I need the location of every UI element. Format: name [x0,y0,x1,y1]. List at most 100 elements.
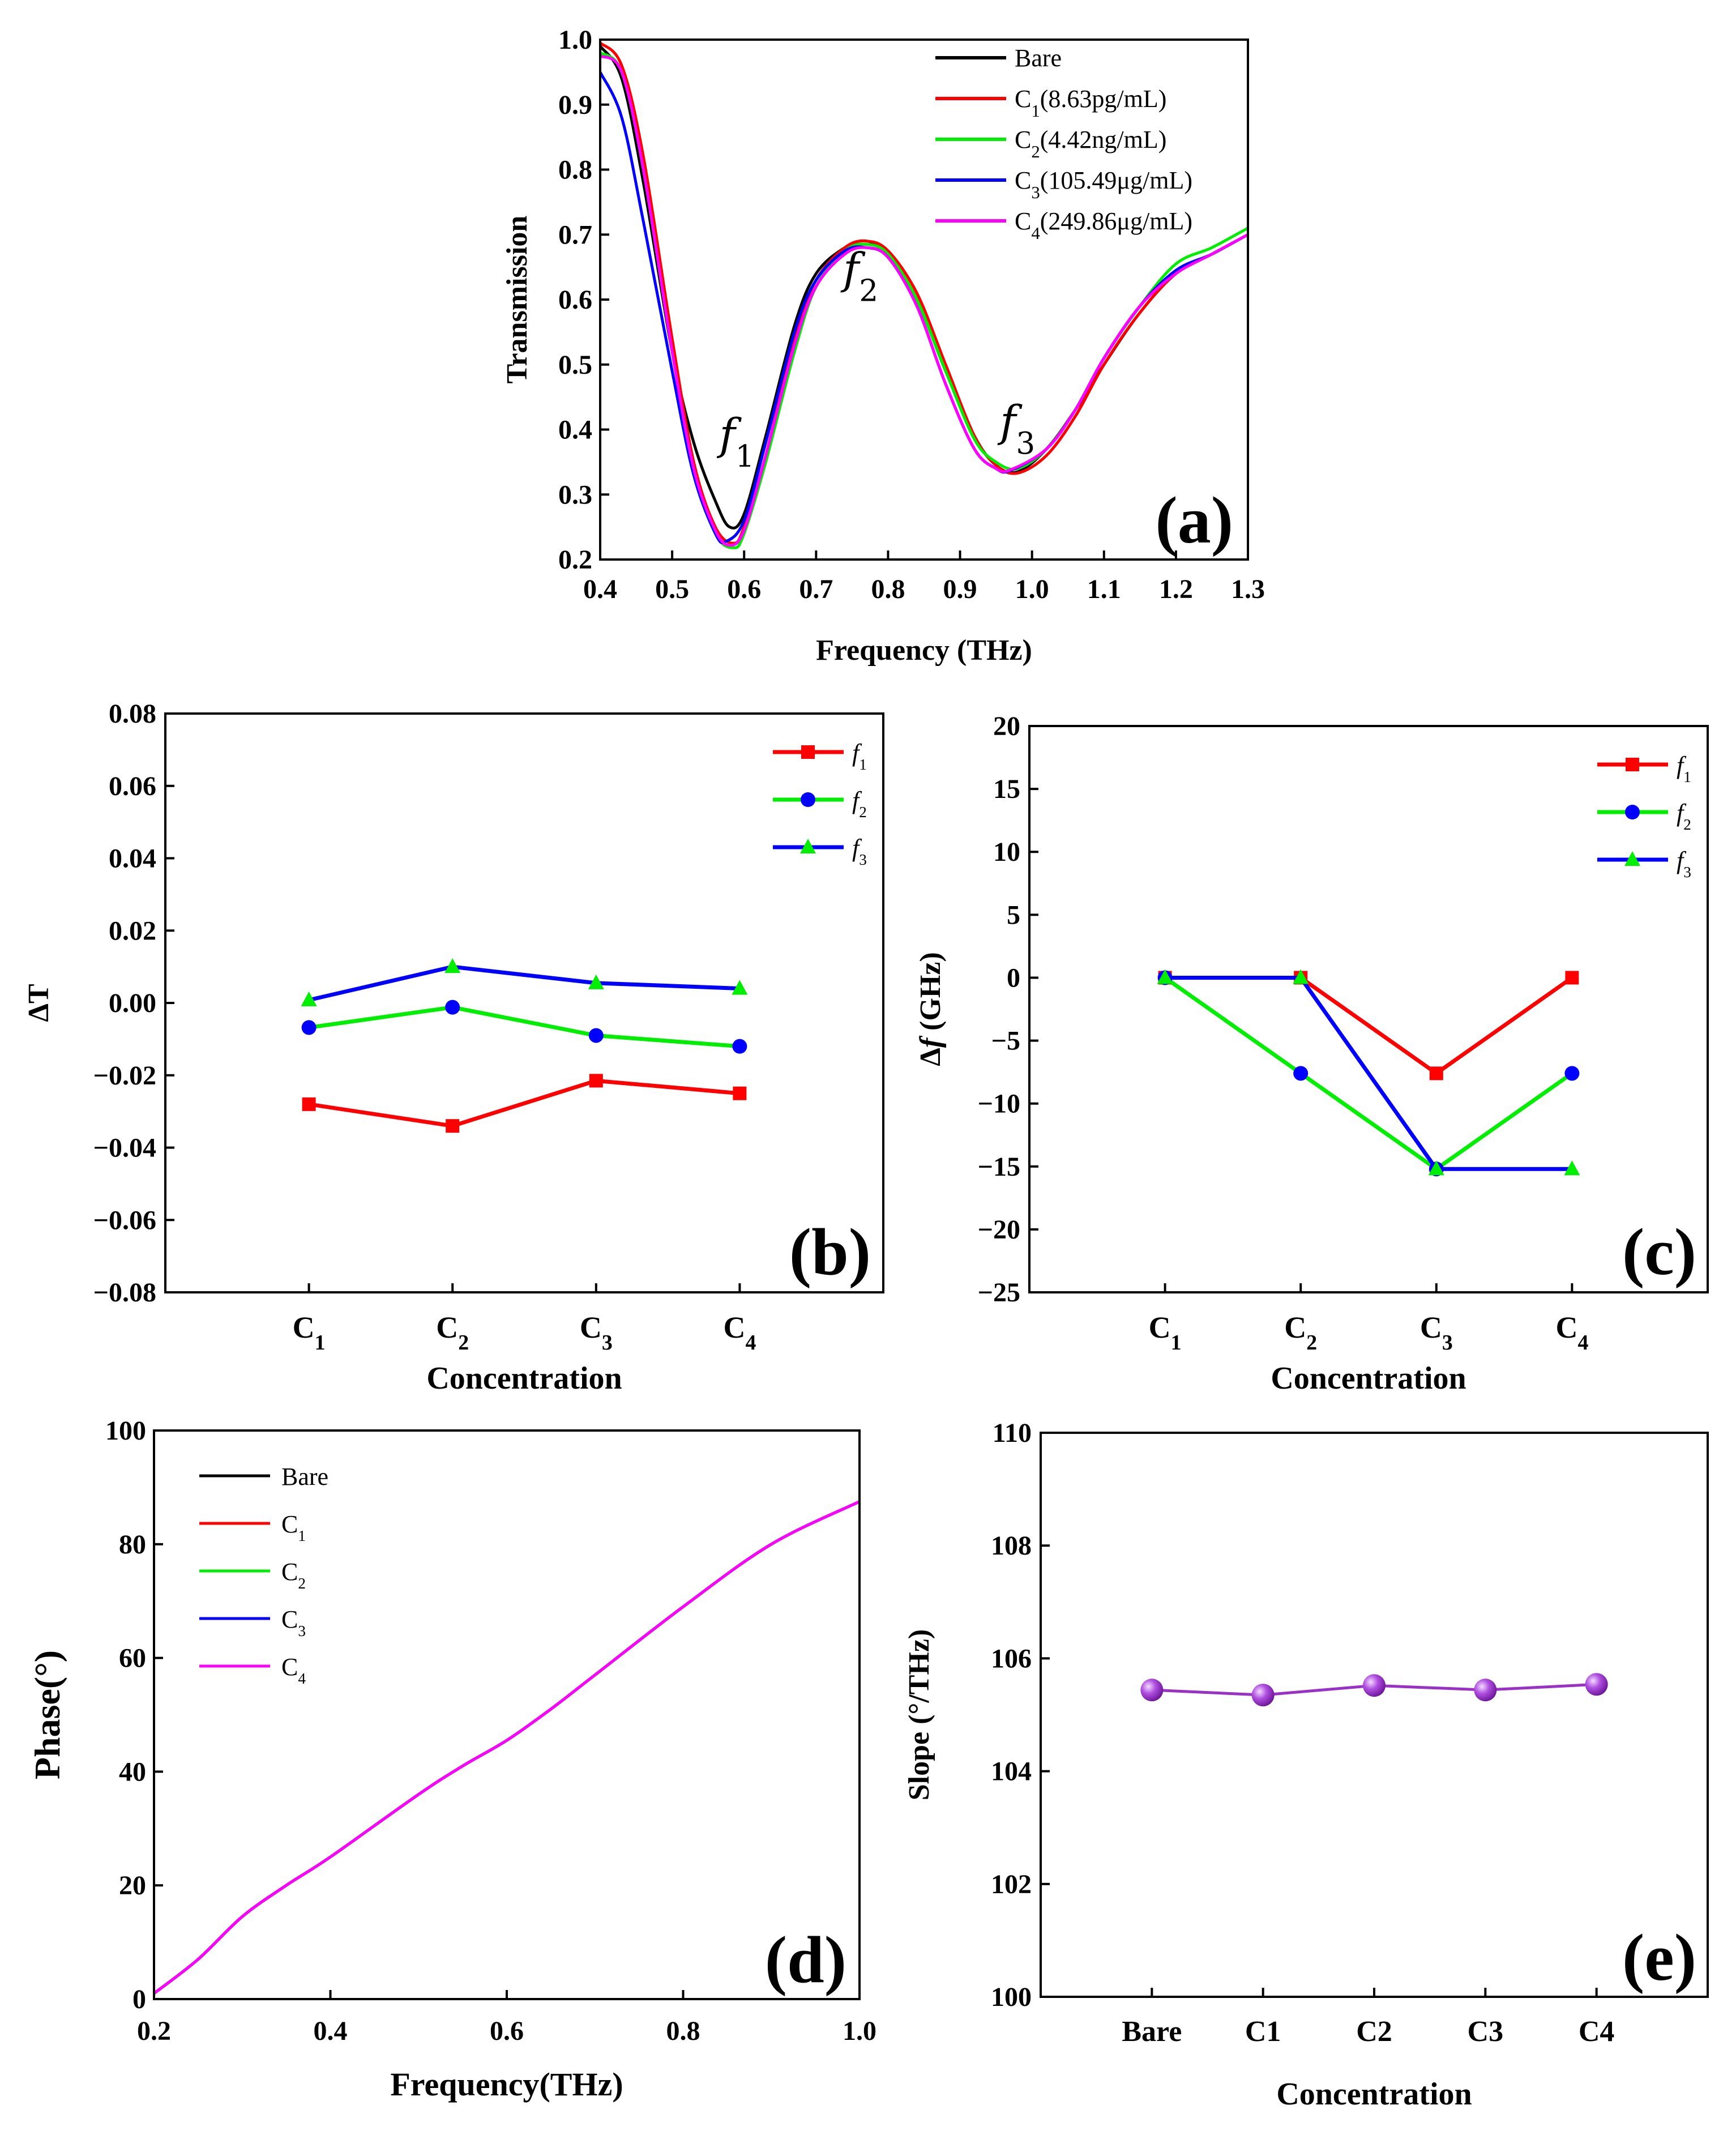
series-line-3 [153,1500,861,1995]
data-point-0-2 [1429,1066,1443,1081]
y-tick-label: 10 [993,837,1020,867]
y-tick-label: 110 [993,1418,1032,1448]
data-point-0-3 [1474,1679,1497,1702]
y-tick-label: −15 [978,1152,1020,1182]
panel-d-phase-chart: 0.2 0.4 0.6 0.8 1.0 0 20 40 60 80 100 Frequency(THz… [27,1416,876,2103]
x-axis-label: Frequency(THz) [390,2066,623,2103]
data-point-1-2 [588,1028,604,1043]
legend-label-0: Bare [1015,44,1062,72]
panel-tag: (a) [1155,483,1233,557]
legend-label-3: C3(105.49μg/mL) [1015,166,1192,202]
y-tick-label: 15 [993,774,1020,804]
x-tick-label: C3 [1468,2016,1504,2048]
y-tick-label: −0.08 [93,1278,156,1308]
y-tick-label: −0.02 [93,1061,156,1091]
y-tick-label: 60 [119,1643,146,1673]
x-tick-label: 0.4 [314,2016,348,2046]
legend-label-1: f2 [1677,799,1691,833]
data-point-0-1 [1251,1684,1275,1707]
series-line-1 [600,41,1248,545]
data-point-0-0 [1140,1679,1164,1702]
x-axis-label: Concentration [1276,2077,1472,2112]
x-axis-label: Concentration [426,1361,622,1396]
y-tick-label: 100 [991,1982,1032,2012]
y-tick-label: 0 [132,1984,146,2014]
y-tick-label: 108 [991,1531,1032,1561]
data-point-1-0 [301,1020,317,1035]
x-tick-label: C2 [1284,1310,1317,1355]
panel-tag: (d) [765,1923,846,1997]
x-tick-label: 0.9 [943,574,977,604]
y-tick-label: 106 [991,1643,1032,1673]
legend-marker-0 [801,745,815,759]
panel-e-slope-chart: 110 108 106 104 102 100 Bare C1 C2 C3 C4 Concentrat… [903,1418,1709,2112]
series-line-0 [309,1078,740,1128]
x-tick-label: C3 [1420,1310,1453,1355]
plot-frame [1028,725,1709,1293]
data-point-1-3 [1564,1066,1580,1081]
data-point-2-0 [1157,969,1173,984]
y-tick-label: 104 [991,1757,1032,1787]
data-point-0-3 [1565,971,1579,985]
data-point-2-3 [1564,1160,1580,1176]
data-point-2-2 [588,974,604,989]
legend-marker-2 [1624,851,1640,866]
x-tick-label: 0.4 [583,574,617,604]
y-tick-label: 0.9 [558,90,592,120]
x-tick-label: 1.0 [1015,574,1049,604]
x-tick-label: C1 [1245,2016,1281,2048]
data-point-0-2 [589,1074,603,1088]
legend-label-1: C1 [281,1510,306,1544]
y-tick-label: 102 [991,1869,1032,1899]
y-tick-label: 0.4 [558,415,592,445]
x-tick-label: C2 [1356,2016,1392,2048]
plot-frame [1040,1432,1709,1998]
y-tick-label: 0.02 [109,916,156,946]
legend-label-3: C3 [281,1605,306,1639]
x-tick-label: 0.8 [666,2016,700,2046]
y-tick-label: 0.7 [558,220,592,250]
legend-label-4: C4(249.86μg/mL) [1015,207,1192,243]
data-point-0-1 [446,1119,460,1133]
data-point-1-1 [445,1000,460,1015]
data-point-0-4 [1585,1673,1608,1696]
legend-label-1: C1(8.63pg/mL) [1015,85,1166,121]
series-line-1 [309,1005,740,1049]
series-line-0 [600,45,1248,530]
x-axis-label: Concentration [1271,1361,1466,1396]
legend-label-2: C2(4.42ng/mL) [1015,126,1166,161]
series-line-2 [153,1500,861,1995]
panel-tag: (b) [789,1215,871,1289]
x-tick-label: C4 [1555,1310,1588,1355]
legend-marker-2 [800,839,816,853]
x-tick-label: C1 [293,1310,326,1355]
x-tick-label: 1.1 [1087,574,1121,604]
series-line-0 [153,1500,861,1995]
y-tick-label: 0.6 [558,285,592,315]
x-tick-label: C4 [723,1310,756,1355]
y-tick-label: 0.06 [109,771,156,801]
y-axis-label: Transmission [501,216,533,384]
x-tick-label: 1.3 [1231,574,1265,604]
legend-label-0: f1 [1677,751,1691,785]
legend-label-2: f3 [1677,847,1691,881]
y-tick-label: −0.04 [93,1133,156,1163]
x-tick-label: C3 [580,1310,613,1355]
y-axis-label: ΔT [23,984,55,1022]
curve-annotation-2: f2 [840,243,878,308]
y-tick-label: −25 [978,1278,1020,1308]
x-tick-label: C2 [436,1310,469,1355]
plot-frame [153,1429,861,2000]
y-tick-label: 0.00 [109,988,156,1018]
y-tick-label: −5 [991,1026,1020,1056]
series-line-2 [308,964,740,1002]
legend-marker-1 [801,792,815,807]
y-tick-label: 40 [119,1757,146,1787]
data-point-0-2 [1363,1674,1386,1697]
data-point-2-1 [1293,969,1309,984]
y-tick-label: 0.04 [109,844,156,874]
y-tick-label: 20 [993,711,1020,741]
y-tick-label: 0 [1007,963,1020,993]
y-tick-label: −0.06 [93,1205,156,1235]
